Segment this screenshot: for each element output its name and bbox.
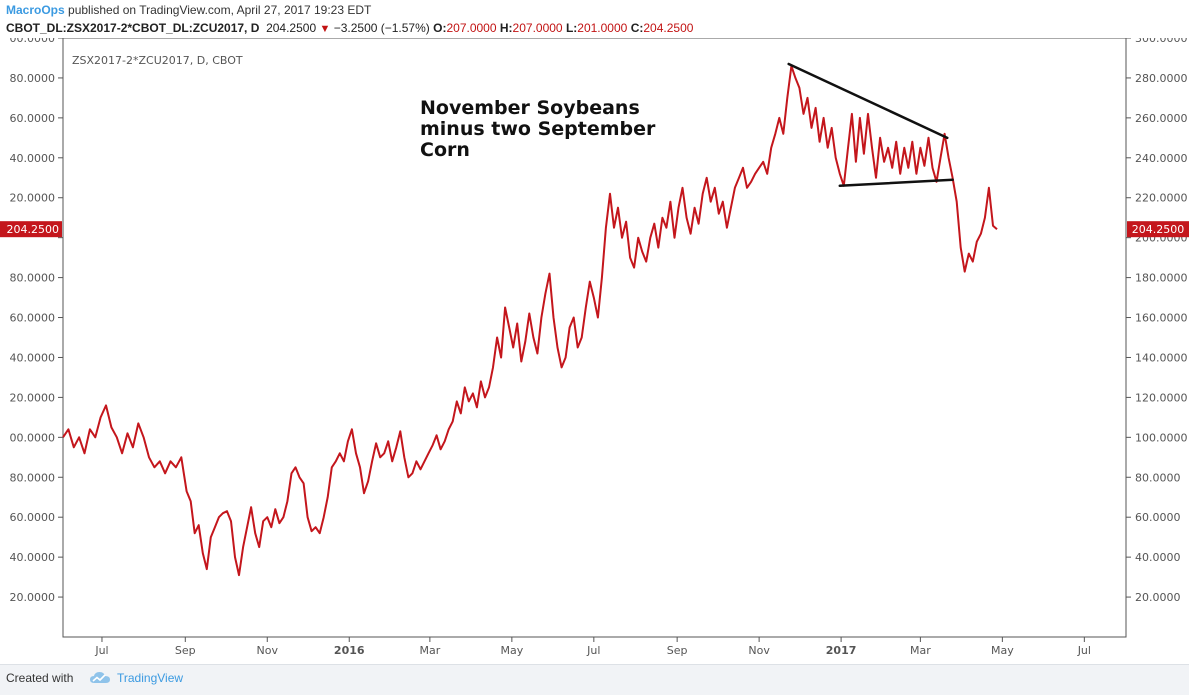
y-tick-label-left: 80.0000 — [10, 72, 56, 85]
x-tick-label: Mar — [419, 644, 440, 657]
y-tick-label-left: 80.0000 — [10, 471, 56, 484]
y-tick-label-right: 300.0000 — [1135, 38, 1188, 45]
publish-header: MacroOps published on TradingView.com, A… — [6, 3, 371, 19]
chart-title: November Soybeans minus two September Co… — [420, 97, 662, 161]
x-tick-label: Sep — [175, 644, 196, 657]
x-tick-label: Mar — [910, 644, 931, 657]
y-tick-label-left: 00.0000 — [10, 431, 56, 444]
open-value: 207.0000 — [446, 21, 497, 35]
y-tick-label-left: 40.0000 — [10, 351, 56, 364]
y-tick-label-right: 60.0000 — [1135, 511, 1181, 524]
y-tick-label-right: 280.0000 — [1135, 72, 1188, 85]
tradingview-cloud-icon — [90, 672, 110, 683]
last-value-tag-right — [1127, 221, 1189, 238]
chart-title-line-2: minus two September — [420, 118, 656, 140]
x-tick-label: Nov — [257, 644, 279, 657]
last-value-tag-left — [0, 221, 62, 238]
y-tick-label-left: 60.0000 — [10, 312, 56, 325]
y-tick-label-right: 120.0000 — [1135, 391, 1188, 404]
price-change: −3.2500 (−1.57%) — [333, 21, 430, 35]
low-label: L: — [565, 21, 578, 35]
y-tick-label-right: 20.0000 — [1135, 591, 1181, 604]
y-tick-label-left: 40.0000 — [10, 551, 56, 564]
last-value-text-left: 204.2500 — [7, 223, 60, 236]
symbol-header: CBOT_DL:ZSX2017-2*CBOT_DL:ZCU2017, D 204… — [6, 21, 693, 37]
open-label: O: — [433, 21, 447, 35]
y-tick-label-right: 260.0000 — [1135, 112, 1188, 125]
close-value: 204.2500 — [643, 21, 694, 35]
spread-series-line — [62, 65, 998, 577]
y-tick-label-right: 80.0000 — [1135, 471, 1181, 484]
chart-title-line-1: November Soybeans — [420, 97, 640, 119]
tradingview-link[interactable]: TradingView — [117, 671, 184, 685]
high-value: 207.0000 — [512, 21, 563, 35]
y-tick-label-right: 160.0000 — [1135, 312, 1188, 325]
publish-info: published on TradingView.com, April 27, … — [68, 3, 372, 17]
x-tick-label: Nov — [748, 644, 770, 657]
y-tick-label-left: 20.0000 — [10, 591, 56, 604]
high-label: H: — [499, 21, 513, 35]
last-price: 204.2500 — [266, 21, 317, 35]
y-tick-label-left: 60.0000 — [10, 112, 56, 125]
last-value-markers: 204.2500 204.2500 — [0, 221, 1189, 238]
x-tick-label: Jul — [94, 644, 108, 657]
trendline — [838, 178, 954, 188]
symbol-name: CBOT_DL:ZSX2017-2*CBOT_DL:ZCU2017, D — [6, 21, 260, 35]
y-tick-label-left: 20.0000 — [10, 391, 56, 404]
down-triangle-icon: ▼ — [319, 23, 331, 35]
author-link[interactable]: MacroOps — [6, 3, 65, 17]
close-label: C: — [630, 21, 644, 35]
left-axis: 20.0000 40.0000 60.0000 80.0000 00.0000 20.00… — [10, 38, 63, 604]
low-value: 201.0000 — [577, 21, 628, 35]
footer-bar: Created with TradingView — [0, 664, 1189, 695]
y-tick-label-right: 240.0000 — [1135, 152, 1188, 165]
y-tick-label-right: 220.0000 — [1135, 192, 1188, 205]
x-tick-label: May — [991, 644, 1014, 657]
x-tick-label: May — [500, 644, 523, 657]
plot-area — [62, 38, 1127, 638]
y-tick-label-right: 140.0000 — [1135, 351, 1188, 364]
chart-title-line-3: Corn — [420, 139, 470, 161]
right-axis[interactable]: 20.0000 40.0000 60.0000 80.0000 100.0000 120.… — [1126, 38, 1188, 604]
x-tick-label: Jul — [1077, 644, 1091, 657]
x-tick-label: 2017 — [826, 644, 857, 657]
price-chart[interactable]: 20.0000 40.0000 60.0000 80.0000 00.0000 20.00… — [0, 38, 1189, 664]
time-axis[interactable]: Jul Sep Nov 2016 Mar May Jul Sep Nov 2017 Mar May Ju… — [94, 637, 1091, 657]
y-tick-label-left: 60.0000 — [10, 511, 56, 524]
x-tick-label: Jul — [586, 644, 600, 657]
y-tick-label-right: 100.0000 — [1135, 431, 1188, 444]
y-tick-label-left: 00.0000 — [10, 38, 56, 45]
y-tick-label-right: 180.0000 — [1135, 272, 1188, 285]
trendlines — [787, 62, 954, 188]
last-value-text-right: 204.2500 — [1132, 223, 1185, 236]
y-tick-label-left: 20.0000 — [10, 192, 56, 205]
y-tick-label-right: 40.0000 — [1135, 551, 1181, 564]
pane-label: ZSX2017-2*ZCU2017, D, CBOT — [72, 54, 243, 67]
x-tick-label: 2016 — [334, 644, 365, 657]
created-with-label: Created with — [6, 671, 74, 685]
trendline — [787, 62, 949, 140]
x-tick-label: Sep — [667, 644, 688, 657]
y-tick-label-left: 40.0000 — [10, 152, 56, 165]
y-tick-label-left: 80.0000 — [10, 272, 56, 285]
